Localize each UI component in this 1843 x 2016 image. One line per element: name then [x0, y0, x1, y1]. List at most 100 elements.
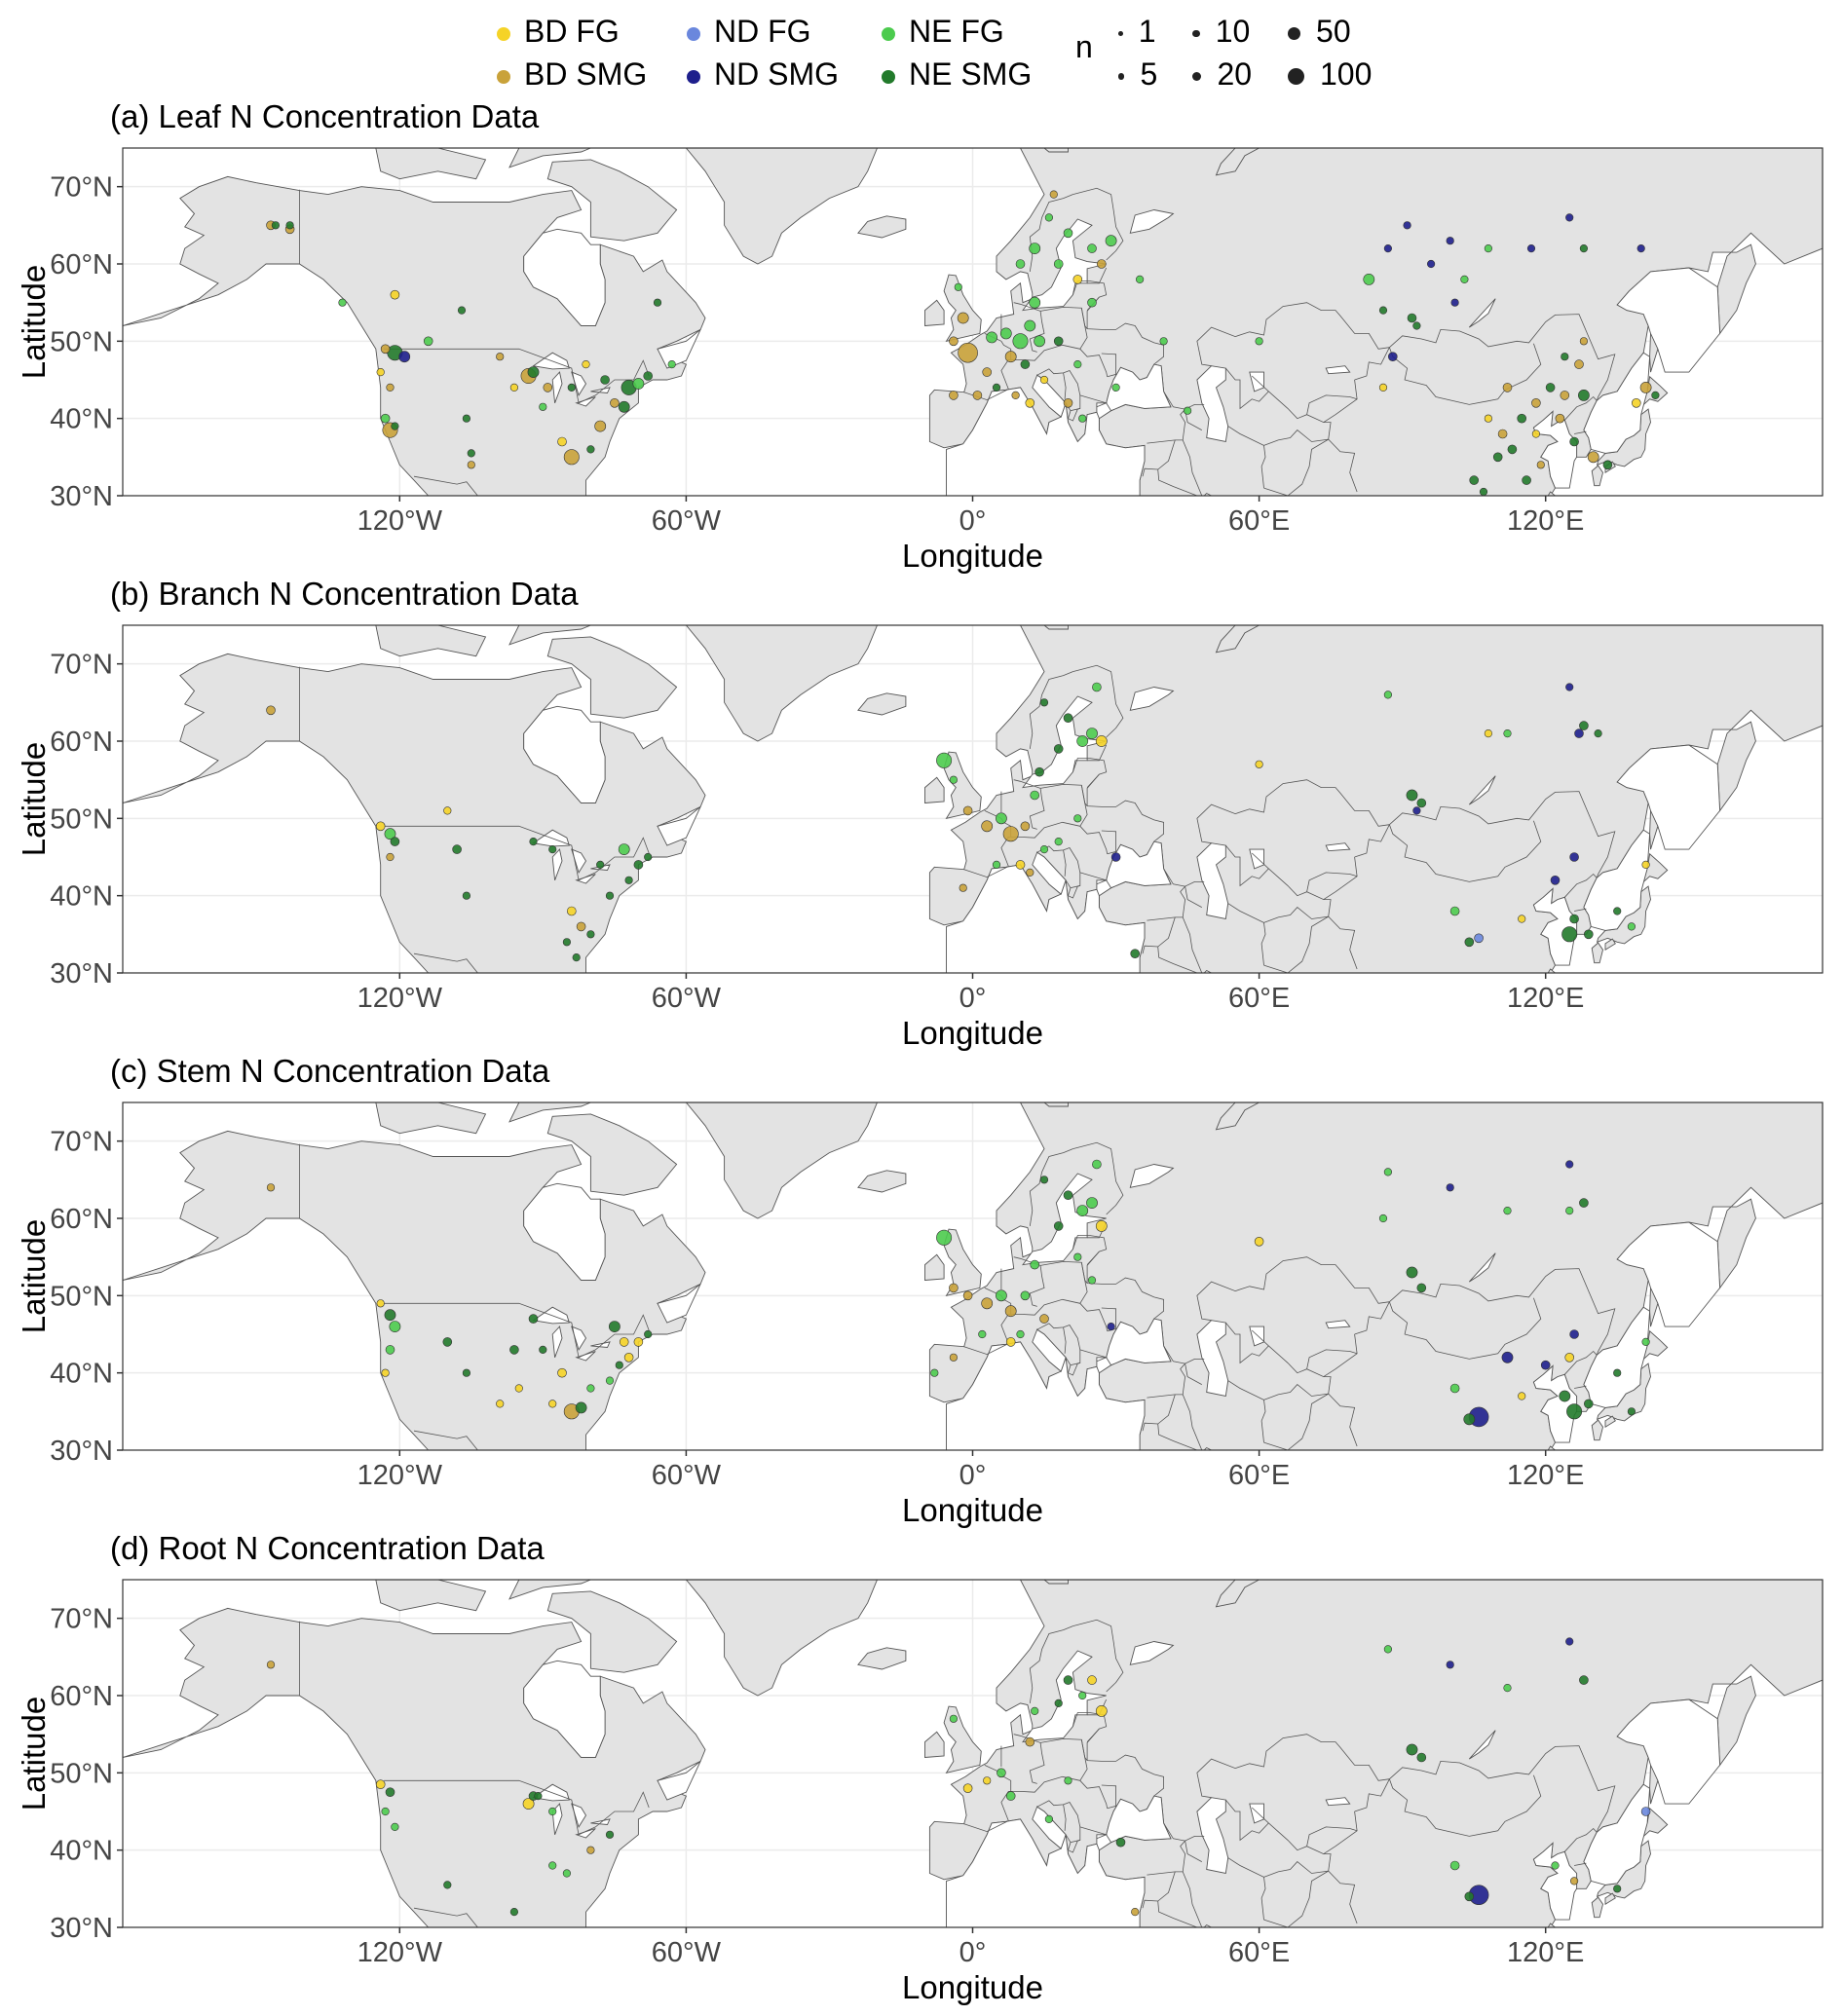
data-point-ne-fg — [1073, 1252, 1082, 1261]
data-point-bd-smg — [1097, 259, 1107, 269]
legend-label: NE SMG — [909, 56, 1033, 92]
data-point-ne-fg — [1087, 1276, 1097, 1285]
data-point-ne-fg — [1111, 383, 1120, 392]
country-border — [1068, 885, 1080, 899]
data-point-bd-smg — [1049, 190, 1058, 199]
data-point-ne-fg — [1031, 1706, 1039, 1715]
country-border — [1072, 1619, 1124, 1693]
data-point-bd-fg — [1095, 735, 1108, 747]
data-point-bd-smg — [949, 1283, 959, 1293]
country-border — [1013, 1734, 1045, 1784]
country-border — [1013, 1256, 1045, 1307]
country-border — [1036, 1800, 1081, 1844]
land-shape — [1547, 491, 1557, 496]
data-point-ne-smg — [271, 221, 281, 230]
country-border — [1182, 1871, 1203, 1927]
country-border — [1323, 1811, 1358, 1854]
data-point-bd-smg — [1063, 397, 1073, 408]
data-point-ne-fg — [1449, 906, 1460, 916]
data-point-ne-smg — [1053, 744, 1064, 754]
country-border — [1063, 1804, 1067, 1831]
data-point-ne-fg — [1551, 1861, 1560, 1870]
x-tick-label: 0° — [959, 983, 987, 1014]
data-point-ne-fg — [1378, 1213, 1388, 1223]
water-shape — [571, 1325, 587, 1351]
data-point-ne-smg — [586, 445, 595, 454]
legend-item-ne-fg: NE FG — [882, 12, 1004, 51]
country-border — [1101, 1784, 1116, 1810]
y-axis-title: Latitude — [16, 1697, 52, 1811]
water-shape — [523, 228, 606, 326]
country-border — [1263, 438, 1329, 496]
country-border — [1157, 468, 1198, 496]
legend-label: ND SMG — [714, 56, 839, 92]
data-point-bd-smg — [380, 344, 391, 355]
land-shape — [508, 1102, 591, 1123]
data-point-ne-smg — [1063, 1675, 1073, 1685]
land-shape — [1604, 938, 1616, 952]
data-point-bd-fg — [1087, 1675, 1097, 1685]
data-point-ne-fg — [1087, 243, 1097, 253]
data-point-ne-smg — [1579, 1675, 1589, 1685]
data-point-nd-smg — [1501, 1351, 1514, 1363]
size-swatch — [1118, 31, 1123, 36]
data-point-bd-fg — [1518, 1392, 1526, 1400]
water-shape — [1129, 1641, 1175, 1665]
x-tick-label: 60°W — [652, 1937, 722, 1968]
data-point-ne-smg — [1464, 1891, 1475, 1902]
data-point-ne-fg — [1565, 1207, 1574, 1215]
data-point-ne-fg — [1015, 259, 1026, 269]
data-point-nd-fg — [1640, 1807, 1651, 1816]
data-point-ne-fg — [1064, 1776, 1072, 1785]
country-border — [1263, 1393, 1329, 1450]
x-axis-title: Longitude — [902, 538, 1043, 574]
country-border — [1389, 1268, 1616, 1356]
country-border — [1389, 1774, 1542, 1837]
country-border — [1086, 1728, 1100, 1761]
country-border — [963, 821, 1109, 878]
data-point-ne-fg — [949, 1714, 959, 1723]
data-point-bd-smg — [1497, 429, 1508, 439]
data-point-nd-smg — [1550, 875, 1561, 885]
data-point-nd-smg — [1636, 244, 1645, 253]
data-point-nd-smg — [1446, 237, 1454, 245]
data-point-bd-smg — [1574, 359, 1584, 369]
data-point-ne-smg — [618, 400, 630, 413]
data-point-ne-fg — [1024, 319, 1036, 332]
data-point-bd-smg — [1004, 1305, 1017, 1318]
country-border — [384, 348, 650, 404]
data-point-nd-smg — [1403, 221, 1411, 230]
data-point-ne-fg — [1503, 1207, 1512, 1215]
data-point-bd-fg — [1632, 397, 1641, 408]
data-point-ne-fg — [381, 1807, 390, 1816]
data-point-bd-fg — [375, 821, 386, 832]
data-point-bd-fg — [1025, 397, 1035, 408]
country-border — [1328, 1393, 1358, 1447]
data-point-ne-fg — [1383, 1645, 1392, 1654]
panel-leaf: (a) Leaf N Concentration Data 70°N 60°N 50… — [0, 97, 1843, 575]
data-point-bd-smg — [1004, 351, 1017, 363]
country-border — [1354, 1301, 1390, 1335]
size-legend-label: 10 — [1215, 14, 1251, 49]
country-border — [1101, 353, 1116, 378]
x-tick-label: 0° — [959, 1460, 987, 1491]
water-shape — [1616, 1699, 1721, 1805]
y-tick-label: 60°N — [50, 1204, 113, 1235]
land-shape — [857, 1647, 907, 1670]
land-shape — [943, 274, 982, 342]
data-point-ne-smg — [600, 375, 610, 385]
country-border — [1072, 187, 1124, 261]
x-tick-label: 60°E — [1228, 983, 1290, 1014]
country-border — [1063, 1326, 1067, 1354]
water-shape — [1468, 1252, 1496, 1283]
size-legend-label: 20 — [1217, 56, 1253, 92]
data-point-ne-smg — [1627, 1407, 1636, 1416]
data-point-ne-fg — [1044, 213, 1053, 222]
water-shape — [1129, 1164, 1175, 1188]
data-point-ne-fg — [1034, 335, 1045, 348]
legend-label: NE FG — [909, 14, 1004, 49]
data-point-bd-fg — [1564, 1352, 1574, 1363]
data-point-ne-fg — [1449, 1383, 1460, 1394]
data-point-ne-smg — [1034, 766, 1044, 777]
water-shape — [1196, 1797, 1229, 1875]
